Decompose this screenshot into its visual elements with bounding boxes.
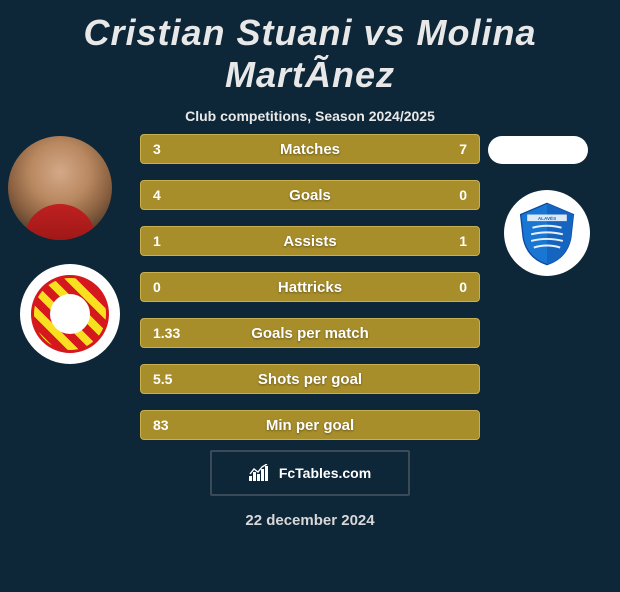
stats-bars: 3 Matches 7 4 Goals 0 1 Assists 1 0 Hattricks 0 1.33…: [140, 134, 480, 456]
stat-value-left: 4: [153, 187, 161, 203]
stat-label: Goals per match: [251, 325, 369, 342]
comparison-subtitle: Club competitions, Season 2024/2025: [0, 108, 620, 124]
stat-value-right: 0: [459, 187, 467, 203]
stat-label: Min per goal: [266, 417, 354, 434]
stat-value-left: 5.5: [153, 371, 172, 387]
comparison-title: Cristian Stuani vs Molina MartÃnez: [0, 12, 620, 96]
club-left-badge-inner: [31, 275, 109, 353]
stat-value-left: 0: [153, 279, 161, 295]
stat-label: Matches: [280, 141, 340, 158]
stat-value-right: 1: [459, 233, 467, 249]
stat-row: 1 Assists 1: [140, 226, 480, 256]
stat-label: Assists: [283, 233, 336, 250]
stat-label: Hattricks: [278, 279, 342, 296]
stat-value-left: 1: [153, 233, 161, 249]
player-right-avatar: [488, 136, 588, 164]
player-right-club-badge: ALAVÉS: [504, 190, 590, 276]
stat-row: 5.5 Shots per goal: [140, 364, 480, 394]
stat-row: 0 Hattricks 0: [140, 272, 480, 302]
stat-value-left: 83: [153, 417, 169, 433]
stat-label: Goals: [289, 187, 331, 204]
stat-row: 1.33 Goals per match: [140, 318, 480, 348]
stat-row: 83 Min per goal: [140, 410, 480, 440]
stat-label: Shots per goal: [258, 371, 362, 388]
comparison-date: 22 december 2024: [0, 512, 620, 529]
fctables-logo-icon: [249, 464, 273, 482]
alaves-badge-icon: ALAVÉS: [514, 200, 580, 266]
player-left-club-badge: [20, 264, 120, 364]
stat-value-left: 1.33: [153, 325, 180, 341]
stat-row: 4 Goals 0: [140, 180, 480, 210]
stat-value-right: 7: [459, 141, 467, 157]
stat-value-right: 0: [459, 279, 467, 295]
branding-badge[interactable]: FcTables.com: [210, 450, 410, 496]
player-left-avatar: [8, 136, 112, 240]
stat-value-left: 3: [153, 141, 161, 157]
stat-row: 3 Matches 7: [140, 134, 480, 164]
branding-text: FcTables.com: [279, 465, 371, 481]
